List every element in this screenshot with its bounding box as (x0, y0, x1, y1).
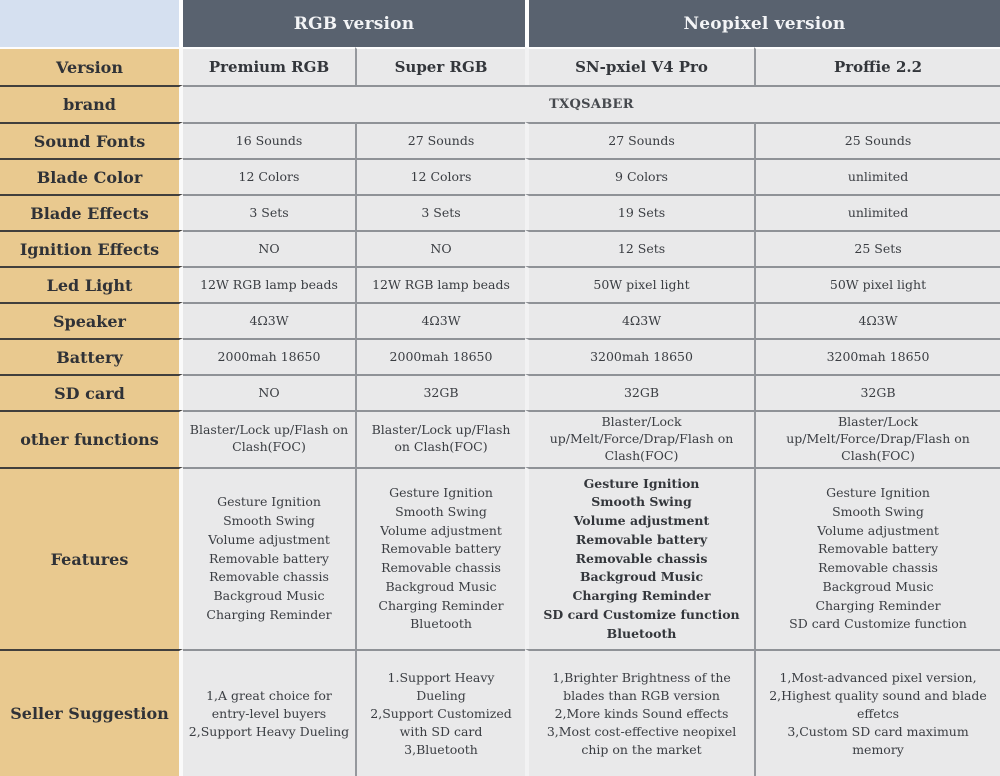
row-other-functions: other functions Blaster/Lock up/Flash on… (0, 410, 1000, 467)
row-features: Features Gesture Ignition Smooth Swing Vol… (0, 466, 1000, 650)
spec-value: 32GB (355, 374, 526, 410)
group-header-rgb: RGB version (183, 0, 526, 47)
row-label: Battery (0, 338, 183, 374)
row-label: Blade Color (0, 158, 183, 194)
spec-value: 32GB (754, 374, 1000, 410)
version-name: Super RGB (355, 47, 526, 85)
row-battery: Battery 2000mah 18650 2000mah 18650 3200… (0, 338, 1000, 374)
suggestion-list: 1,Most-advanced pixel version, 2,Highest … (754, 649, 1000, 776)
spec-value: 50W pixel light (754, 266, 1000, 302)
suggestion-list: 1.Support Heavy Dueling 2,Support Customi… (355, 649, 526, 776)
spec-value: 12 Colors (183, 158, 355, 194)
row-sound-fonts: Sound Fonts 16 Sounds 27 Sounds 27 Sound… (0, 122, 1000, 158)
spec-value: 25 Sets (754, 230, 1000, 266)
spec-value: 2000mah 18650 (183, 338, 355, 374)
group-header-neopixel: Neopixel version (525, 0, 1000, 47)
row-label-brand: brand (0, 85, 183, 122)
version-name: Proffie 2.2 (754, 47, 1000, 85)
spec-value: NO (183, 230, 355, 266)
spec-value: 3 Sets (355, 194, 526, 230)
row-label: Speaker (0, 302, 183, 338)
spec-value: 3 Sets (183, 194, 355, 230)
row-sd-card: SD card NO 32GB 32GB 32GB (0, 374, 1000, 410)
row-label: SD card (0, 374, 183, 410)
spec-value: 4Ω3W (525, 302, 755, 338)
features-list: Gesture Ignition Smooth Swing Volume adjus… (525, 466, 755, 650)
spec-value: 19 Sets (525, 194, 755, 230)
row-led-light: Led Light 12W RGB lamp beads 12W RGB lam… (0, 266, 1000, 302)
spec-value: 12 Sets (525, 230, 755, 266)
row-label-version: Version (0, 47, 183, 85)
features-list: Gesture Ignition Smooth Swing Volume adjus… (355, 466, 526, 650)
group-header-row: RGB version Neopixel version (0, 0, 1000, 47)
spec-value: 3200mah 18650 (525, 338, 755, 374)
version-name: SN-pxiel V4 Pro (525, 47, 755, 85)
spec-value: 16 Sounds (183, 122, 355, 158)
spec-value: 50W pixel light (525, 266, 755, 302)
suggestion-list: 1,A great choice for entry-level buyers 2… (183, 649, 355, 776)
brand-row: brand TXQSABER (0, 85, 1000, 122)
row-ignition-effects: Ignition Effects NO NO 12 Sets 25 Sets (0, 230, 1000, 266)
row-label-seller-suggestion: Seller Suggestion (0, 649, 183, 776)
spec-value: 25 Sounds (754, 122, 1000, 158)
row-label: Led Light (0, 266, 183, 302)
spec-value: 27 Sounds (525, 122, 755, 158)
spec-value: Blaster/Lock up/Flash on Clash(FOC) (355, 410, 526, 467)
corner-cell (0, 0, 183, 47)
spec-value: 12 Colors (355, 158, 526, 194)
spec-value: 3200mah 18650 (754, 338, 1000, 374)
version-row: Version Premium RGB Super RGB SN-pxiel V… (0, 47, 1000, 85)
spec-value: NO (183, 374, 355, 410)
spec-value: 9 Colors (525, 158, 755, 194)
spec-value: 12W RGB lamp beads (355, 266, 526, 302)
spec-value: 4Ω3W (183, 302, 355, 338)
row-seller-suggestion: Seller Suggestion 1,A great choice for e… (0, 649, 1000, 776)
row-label-features: Features (0, 466, 183, 650)
row-label: other functions (0, 410, 183, 467)
row-label: Ignition Effects (0, 230, 183, 266)
features-list: Gesture Ignition Smooth Swing Volume adjus… (754, 466, 1000, 650)
spec-value: Blaster/Lock up/Melt/Force/Drap/Flash on… (754, 410, 1000, 467)
spec-value: Blaster/Lock up/Flash on Clash(FOC) (183, 410, 355, 467)
spec-value: unlimited (754, 194, 1000, 230)
brand-value: TXQSABER (183, 85, 1000, 122)
spec-value: 27 Sounds (355, 122, 526, 158)
row-blade-color: Blade Color 12 Colors 12 Colors 9 Colors… (0, 158, 1000, 194)
spec-value: Blaster/Lock up/Melt/Force/Drap/Flash on… (525, 410, 755, 467)
spec-value: 4Ω3W (355, 302, 526, 338)
row-speaker: Speaker 4Ω3W 4Ω3W 4Ω3W 4Ω3W (0, 302, 1000, 338)
spec-value: 12W RGB lamp beads (183, 266, 355, 302)
row-label: Sound Fonts (0, 122, 183, 158)
version-name: Premium RGB (183, 47, 355, 85)
row-label: Blade Effects (0, 194, 183, 230)
suggestion-list: 1,Brighter Brightness of the blades than… (525, 649, 755, 776)
spec-value: 32GB (525, 374, 755, 410)
spec-value: unlimited (754, 158, 1000, 194)
features-list: Gesture Ignition Smooth Swing Volume adjus… (183, 466, 355, 650)
spec-value: 4Ω3W (754, 302, 1000, 338)
spec-value: 2000mah 18650 (355, 338, 526, 374)
row-blade-effects: Blade Effects 3 Sets 3 Sets 19 Sets unli… (0, 194, 1000, 230)
spec-value: NO (355, 230, 526, 266)
